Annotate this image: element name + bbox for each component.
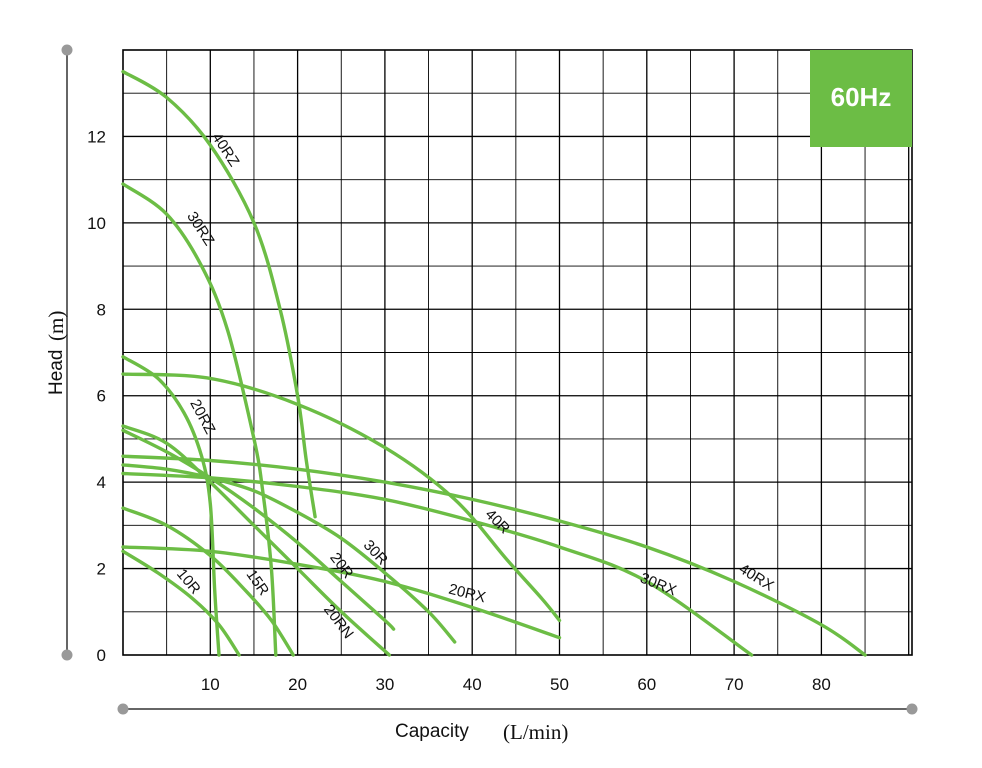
x-tick-label: 30: [375, 675, 394, 694]
curve-10r: [121, 549, 241, 657]
badge-background: [810, 50, 912, 147]
x-tick-label: 70: [725, 675, 744, 694]
y-tick-label: 0: [97, 646, 106, 665]
x-tick-label: 40: [463, 675, 482, 694]
y-tick-label: 2: [97, 560, 106, 579]
y-tick-label: 6: [97, 387, 106, 406]
curve-label-10r: 10R: [173, 566, 204, 598]
y-axis-unit: (m): [44, 311, 68, 341]
x-tick-label: 10: [201, 675, 220, 694]
badge-label: 60Hz: [831, 82, 892, 112]
curve-30r: [121, 463, 457, 644]
curve-label-30rx: 30RX: [638, 570, 679, 600]
curve-30rx: [121, 471, 754, 657]
y-tick-label: 4: [97, 473, 106, 492]
x-tick-label: 20: [288, 675, 307, 694]
curve-40rx: [121, 454, 867, 657]
curve-label-20r: 20R: [326, 550, 356, 582]
curves: [121, 69, 867, 657]
curve-20rx: [121, 545, 562, 640]
x-tick-label: 50: [550, 675, 569, 694]
x-axis-left-dot: [117, 703, 129, 715]
y-axis-title: Head: [46, 350, 67, 395]
y-axis-bottom-dot: [61, 649, 73, 661]
curve-30rz: [121, 182, 278, 657]
curve-label-30r: 30R: [360, 537, 391, 569]
y-axis-top-dot: [61, 44, 73, 56]
curve-20r: [121, 428, 396, 631]
curve-15r: [121, 506, 295, 657]
tick-labels: 10 20 30 40 50 60 70 80 0 2 4 6 8 10 12: [87, 127, 831, 694]
curve-40rz: [121, 69, 317, 519]
y-tick-label: 12: [87, 127, 106, 146]
curve-40r: [121, 372, 562, 623]
y-axis: [61, 44, 73, 661]
x-tick-label: 80: [812, 675, 831, 694]
curve-20rn: [121, 424, 391, 657]
curve-label-40rx: 40RX: [736, 560, 777, 594]
grid: [122, 49, 913, 656]
x-axis-right-dot: [906, 703, 918, 715]
frequency-badge: 60Hz: [810, 50, 912, 147]
x-axis-title: Capacity: [395, 721, 469, 742]
x-tick-label: 60: [637, 675, 656, 694]
y-tick-label: 10: [87, 214, 106, 233]
x-axis: [117, 703, 918, 715]
y-tick-label: 8: [97, 300, 106, 319]
x-axis-unit: (L/min): [503, 720, 568, 744]
